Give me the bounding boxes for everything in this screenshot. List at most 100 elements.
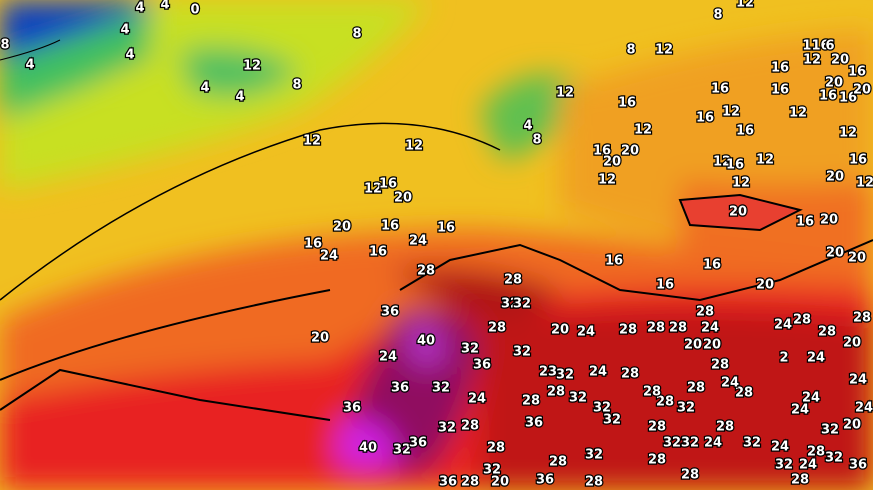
temperature-label: 2: [779, 351, 788, 366]
temperature-label: 20: [826, 246, 844, 261]
temperature-label: 28: [461, 419, 479, 434]
temperature-label: 24: [577, 325, 595, 340]
temperature-label: 28: [818, 325, 836, 340]
temperature-label: 12: [789, 106, 807, 121]
temperature-label: 12: [655, 43, 673, 58]
temperature-label: 12: [405, 139, 423, 154]
temperature-label: 16: [369, 245, 387, 260]
temperature-label: 16: [711, 82, 729, 97]
temperature-label: 24: [791, 403, 809, 418]
temperature-label: 20: [703, 338, 721, 353]
temperature-label: 16: [381, 219, 399, 234]
temperature-label: 12: [856, 176, 873, 191]
temperature-label: 12: [736, 0, 754, 11]
temperature-label: 28: [504, 273, 522, 288]
temperature-label: 20: [843, 336, 861, 351]
temperature-label: 28: [681, 468, 699, 483]
temperature-label: 24: [409, 234, 427, 249]
temperature-label: 24: [855, 401, 873, 416]
temperature-label: 32: [513, 297, 531, 312]
temperature-label: 28: [621, 367, 639, 382]
temperature-label: 6: [825, 39, 834, 54]
temperature-label: 23: [539, 365, 557, 380]
temperature-label: 28: [488, 321, 506, 336]
temperature-label: 12: [556, 86, 574, 101]
temperature-label: 28: [716, 420, 734, 435]
temperature-label: 32: [775, 458, 793, 473]
temperature-label: 28: [669, 321, 687, 336]
temperature-label: 32: [569, 391, 587, 406]
temperature-label: 40: [417, 334, 435, 349]
temperature-label: 32: [393, 443, 411, 458]
temperature-label: 28: [648, 453, 666, 468]
temperature-label: 16: [593, 144, 611, 159]
temperature-label: 20: [820, 213, 838, 228]
temperature-label: 8: [0, 38, 9, 53]
temperature-label: 24: [807, 351, 825, 366]
temperature-label: 4: [25, 58, 34, 73]
temperature-label: 8: [532, 133, 541, 148]
temperature-label: 20: [491, 475, 509, 490]
temperature-label: 16: [819, 89, 837, 104]
temperature-label: 28: [585, 475, 603, 490]
temperature-label: 12: [598, 173, 616, 188]
temperature-label: 20: [333, 220, 351, 235]
temperature-label: 4: [200, 81, 209, 96]
temperature-label: 12: [732, 176, 750, 191]
temperature-label: 20: [826, 170, 844, 185]
temperature-label: 32: [432, 381, 450, 396]
temperature-label: 16: [771, 61, 789, 76]
temperature-label: 28: [656, 395, 674, 410]
temperature-label: 16: [656, 278, 674, 293]
temperature-label: 32: [556, 368, 574, 383]
temperature-label: 20: [848, 251, 866, 266]
temperature-label: 12: [803, 53, 821, 68]
temperature-label: 32: [825, 451, 843, 466]
temperature-label: 20: [311, 331, 329, 346]
temperature-label: 24: [802, 391, 820, 406]
temperature-label: 40: [359, 441, 377, 456]
temperature-label: 32: [513, 345, 531, 360]
temperature-label: 20: [684, 338, 702, 353]
temperature-label: 16: [839, 91, 857, 106]
temperature-label: 36: [536, 473, 554, 488]
temperature-label: 16: [771, 83, 789, 98]
temperature-label: 32: [593, 401, 611, 416]
temperature-label: 28: [461, 475, 479, 490]
temperature-label: 28: [522, 394, 540, 409]
temperature-label: 28: [648, 420, 666, 435]
temperature-label: 32: [603, 413, 621, 428]
temperature-label: 12: [722, 105, 740, 120]
temperature-label: 12: [839, 126, 857, 141]
temperature-label: 16: [726, 158, 744, 173]
temperature-label: 32: [681, 436, 699, 451]
temperature-label: 12: [364, 182, 382, 197]
temperature-label: 16: [605, 254, 623, 269]
temperature-label: 116: [802, 39, 829, 54]
temperature-label: 28: [549, 455, 567, 470]
temperature-label: 28: [687, 381, 705, 396]
temperature-label: 16: [796, 215, 814, 230]
temperature-label: 4: [235, 90, 244, 105]
temperature-label: 0: [190, 3, 199, 18]
temperature-label: 24: [379, 350, 397, 365]
temperature-label: 24: [320, 249, 338, 264]
temperature-label: 20: [843, 418, 861, 433]
temperature-label: 28: [696, 305, 714, 320]
temperature-label: 20: [853, 83, 871, 98]
temperature-label: 28: [487, 441, 505, 456]
temperature-label: 24: [849, 373, 867, 388]
temperature-label: 16: [437, 221, 455, 236]
temperature-label: 28: [643, 385, 661, 400]
temperature-label: 36: [849, 458, 867, 473]
temperature-label: 24: [589, 365, 607, 380]
temperature-label: 20: [756, 278, 774, 293]
temperature-label: 12: [756, 153, 774, 168]
temperature-label: 20: [831, 53, 849, 68]
temperature-label: 16: [849, 153, 867, 168]
temperature-label: 24: [704, 436, 722, 451]
temperature-label: 16: [736, 124, 754, 139]
temperature-label: 12: [713, 155, 731, 170]
temperature-label: 24: [721, 376, 739, 391]
